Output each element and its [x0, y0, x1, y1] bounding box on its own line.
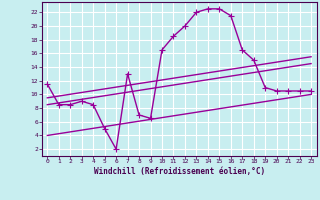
- X-axis label: Windchill (Refroidissement éolien,°C): Windchill (Refroidissement éolien,°C): [94, 167, 265, 176]
